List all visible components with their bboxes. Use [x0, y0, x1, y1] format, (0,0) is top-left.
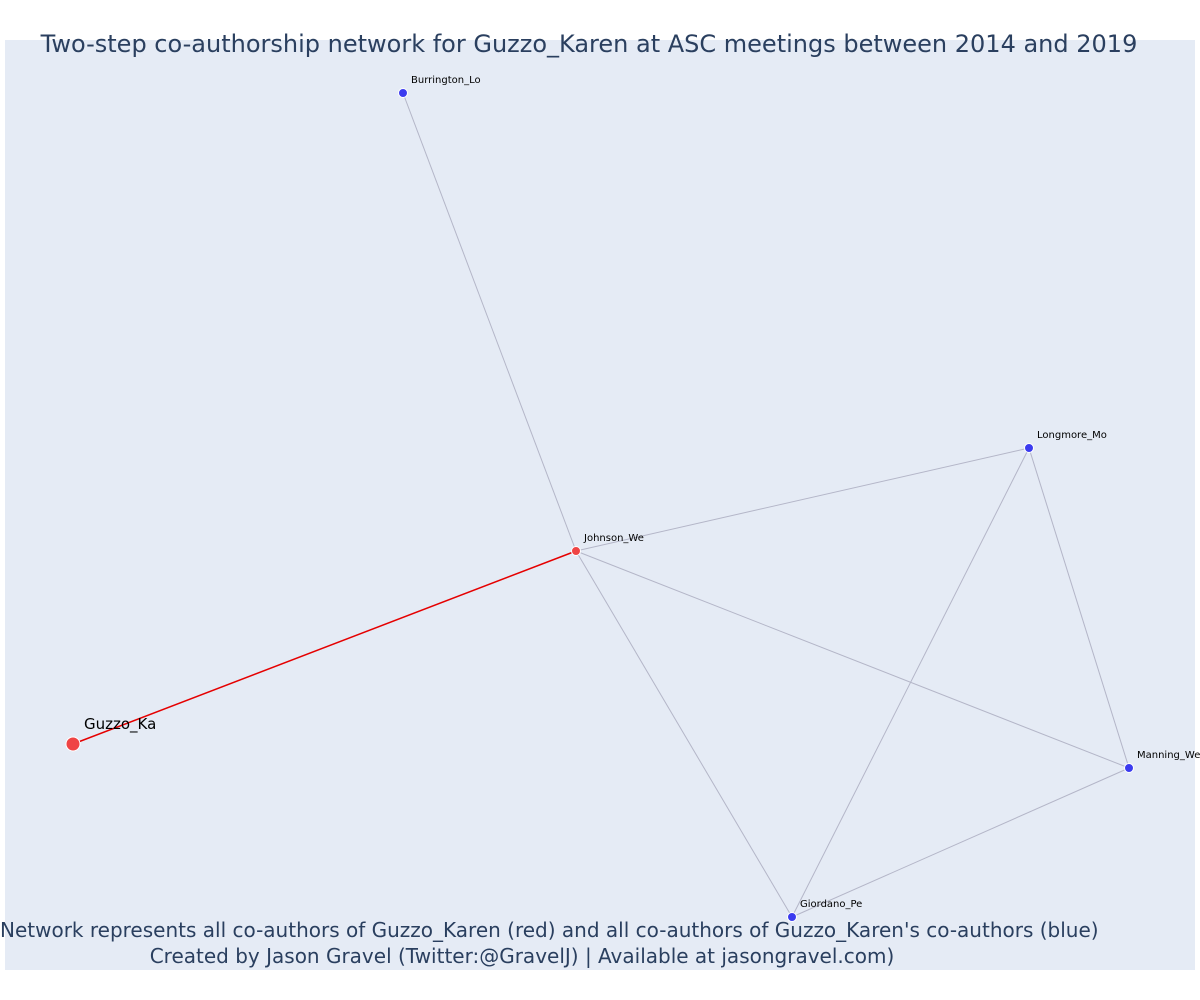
caption-line-2: Created by Jason Gravel (Twitter:@Gravel…: [149, 944, 895, 968]
edge-Johnson_We-Giordano_Pe: [575, 550, 793, 918]
chart-title: Two-step co-authorship network for Guzzo…: [40, 30, 1138, 58]
node-marker[interactable]: [65, 736, 81, 752]
edge-Johnson_We-Longmore_Mo: [575, 447, 1030, 552]
edge-Johnson_We-Manning_We: [575, 550, 1130, 769]
node-marker[interactable]: [1124, 763, 1134, 773]
caption-line-1: Network represents all co-authors of Guz…: [0, 918, 1099, 942]
node-Manning_We[interactable]: Manning_We: [1124, 750, 1200, 773]
node-label: Guzzo_Ka: [84, 715, 156, 734]
node-marker[interactable]: [1024, 443, 1034, 453]
node-label: Longmore_Mo: [1037, 430, 1107, 441]
plot-area: [5, 40, 1195, 970]
nodes-layer: Guzzo_Ka Johnson_We Burrington_Lo Longmore_…: [65, 75, 1200, 922]
node-marker[interactable]: [787, 912, 797, 922]
node-Burrington_Lo[interactable]: Burrington_Lo: [398, 75, 481, 98]
edge-Guzzo_Ka-Johnson_We: [72, 550, 577, 745]
node-label: Burrington_Lo: [411, 75, 481, 86]
edge-Giordano_Pe-Manning_We: [791, 767, 1130, 918]
node-Giordano_Pe[interactable]: Giordano_Pe: [787, 899, 863, 922]
node-Longmore_Mo[interactable]: Longmore_Mo: [1024, 430, 1107, 453]
node-Guzzo_Ka[interactable]: Guzzo_Ka: [65, 715, 156, 752]
edge-Longmore_Mo-Giordano_Pe: [791, 447, 1030, 918]
edge-Johnson_We-Burrington_Lo: [402, 92, 577, 552]
node-Johnson_We[interactable]: Johnson_We: [571, 533, 644, 556]
node-label: Johnson_We: [583, 533, 644, 544]
node-label: Giordano_Pe: [800, 899, 862, 910]
node-marker[interactable]: [571, 546, 581, 556]
node-label: Manning_We: [1137, 750, 1200, 761]
edge-Longmore_Mo-Manning_We: [1028, 447, 1130, 769]
chart-caption: Network represents all co-authors of Guz…: [0, 917, 1099, 969]
node-marker[interactable]: [398, 88, 408, 98]
edges-layer: [72, 92, 1130, 918]
